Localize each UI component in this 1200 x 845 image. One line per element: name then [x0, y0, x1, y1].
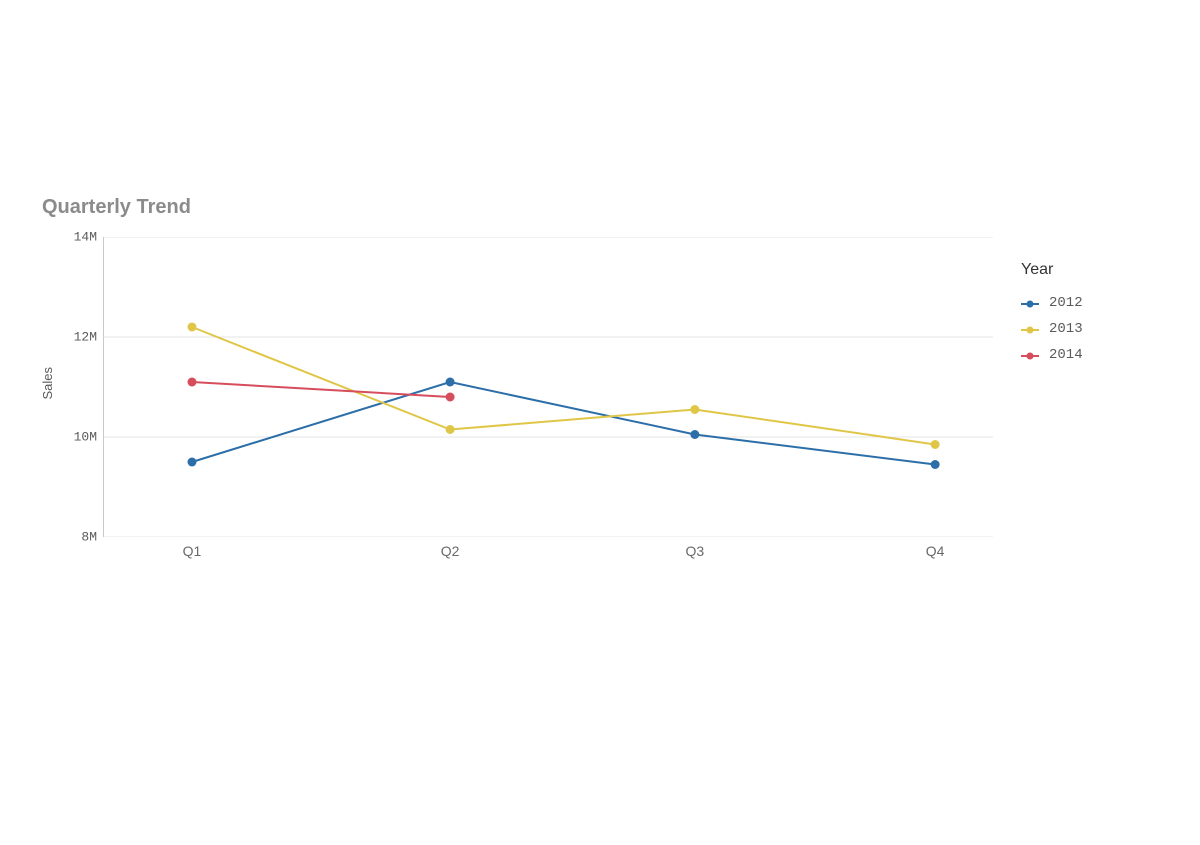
- legend-item[interactable]: 2014: [1021, 347, 1083, 363]
- data-point: [188, 323, 197, 332]
- legend-swatch: [1021, 298, 1039, 308]
- quarterly-trend-chart: Quarterly Trend Sales 8M 10M 12M 14M Q1 Q2 Q3…: [40, 196, 1160, 557]
- data-point: [446, 425, 455, 434]
- legend-title: Year: [1021, 261, 1083, 279]
- data-point: [690, 430, 699, 439]
- data-point: [690, 405, 699, 414]
- series-line: [192, 382, 450, 397]
- y-tick-label: 10M: [74, 430, 97, 445]
- legend-label: 2013: [1049, 321, 1083, 337]
- data-point: [931, 440, 940, 449]
- legend-item[interactable]: 2012: [1021, 295, 1083, 311]
- legend: Year 2012 2013 2014: [1021, 237, 1083, 373]
- y-axis-label: Sales: [40, 367, 55, 400]
- x-tick-label: Q3: [686, 543, 705, 559]
- legend-swatch: [1021, 350, 1039, 360]
- plot-area: [103, 237, 993, 537]
- x-axis-ticks: Q1 Q2 Q3 Q4: [103, 543, 993, 563]
- legend-item[interactable]: 2013: [1021, 321, 1083, 337]
- y-axis-ticks: 8M10M12M14M: [63, 237, 103, 537]
- legend-label: 2014: [1049, 347, 1083, 363]
- data-point: [446, 378, 455, 387]
- y-tick-label: 12M: [74, 330, 97, 345]
- x-tick-label: Q1: [183, 543, 202, 559]
- x-tick-label: Q2: [441, 543, 460, 559]
- y-tick-label: 8M: [81, 530, 97, 545]
- data-point: [446, 393, 455, 402]
- x-tick-label: Q4: [926, 543, 945, 559]
- chart-title: Quarterly Trend: [42, 196, 1160, 219]
- legend-swatch: [1021, 324, 1039, 334]
- data-point: [188, 458, 197, 467]
- data-point: [188, 378, 197, 387]
- y-tick-label: 14M: [74, 230, 97, 245]
- legend-label: 2012: [1049, 295, 1083, 311]
- data-point: [931, 460, 940, 469]
- series-line: [192, 382, 935, 465]
